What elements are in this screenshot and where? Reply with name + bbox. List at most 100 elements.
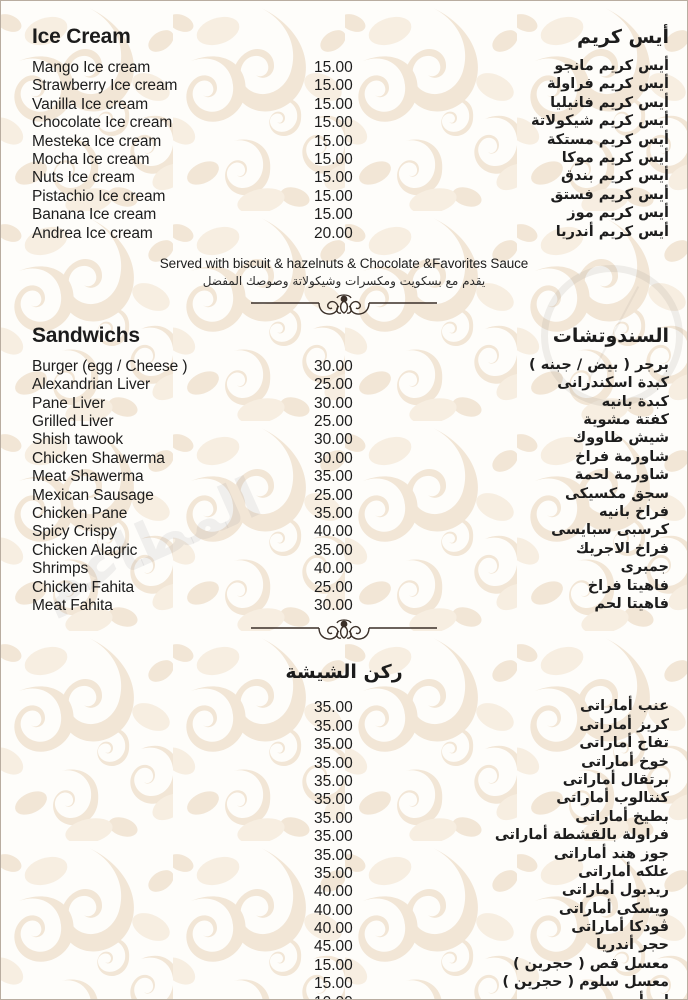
menu-item-name-en: Meat Fahita [32,596,113,614]
menu-item-price: 35.00 [314,717,353,735]
menu-item-row: Spicy Crispy 40.00 كرسبى سبايسى [1,522,687,541]
menu-item-row: Grilled Liver 25.00 كفتة مشوية [1,412,687,431]
flourish-icon [251,294,437,315]
menu-item-price: 45.00 [314,938,353,956]
menu-item-name-ar: أيس كريم شيكولاتة [530,113,669,130]
item-list-ice-cream: Mango Ice cream 15.00 أيس كريم مانجو Strawb… [1,58,687,243]
menu-item-name-ar: أيس كريم فانيليا [550,94,669,111]
menu-item-row: Chicken Alagric 35.00 فراخ الاجريك [1,541,687,560]
menu-item-name-en: Nuts Ice cream [32,169,135,187]
menu-item-name-en: Vanilla Ice cream [32,95,149,113]
menu-item-name-ar: جمبرى [620,559,669,576]
menu-item-row: 40.00 ويسكى أماراتى [1,900,687,920]
menu-item-row: 35.00 كريز أماراتى [1,717,687,736]
menu-item-name-ar: لى أيس [613,993,669,999]
menu-item-row: 40.00 ريدبول أماراتى [1,882,687,901]
menu-item-row: Pane Liver 30.00 كبدة بانيه [1,394,687,413]
section-ice-cream: Ice Cream أيس كريم Mango Ice cream 15.00 أ… [1,1,687,320]
menu-item-price: 15.00 [314,206,353,224]
ice-cream-note-ar: يقدم مع بسكويت ومكسرات وشيكولاتة وصوصك ا… [202,273,486,288]
ornament-divider-1 [1,290,687,320]
menu-item-name-en: Mango Ice cream [32,59,151,76]
menu-item-name-ar: حجر أندريا [596,937,669,954]
menu-item-name-en: Banana Ice cream [32,206,157,224]
menu-item-price: 25.00 [314,413,353,431]
menu-item-price: 40.00 [314,883,353,901]
menu-item-price: 40.00 [314,523,353,541]
menu-item-name-en: Mexican Sausage [32,486,154,504]
menu-item-row: 35.00 عنب أماراتى [1,698,687,717]
menu-item-row: Nuts Ice cream 15.00 أيس كريم بندق [1,168,687,187]
menu-item-price: 40.00 [314,920,353,938]
menu-item-name-en: Spicy Crispy [32,523,117,541]
menu-item-price: 15.00 [314,187,353,205]
menu-item-name-ar: فاهيتا لحم [594,595,669,612]
menu-item-name-ar: برجر ( بيض / جبنه ) [529,356,669,373]
menu-item-name-ar: شيش طاووك [572,430,669,447]
menu-item-name-en: Pistachio Ice cream [32,187,166,205]
menu-item-price: 25.00 [314,578,353,596]
menu-item-name-ar: عنب أماراتى [579,698,669,715]
menu-item-row: Shish tawook 30.00 شيش طاووك [1,430,687,449]
menu-item-name-ar: ريدبول أماراتى [561,882,669,899]
menu-item-name-ar: أيس كريم فراولة [546,76,669,93]
menu-item-price: 35.00 [314,864,353,882]
menu-item-name-ar: ويسكى أماراتى [558,900,669,917]
menu-item-name-en: Chicken Fahita [32,578,134,596]
menu-item-name-ar: كنتالوب أماراتى [556,790,669,807]
menu-item-name-en: Chicken Pane [32,505,128,523]
menu-item-row: 15.00 معسل قص ( حجرين ) [1,956,687,975]
menu-item-price: 30.00 [314,394,353,412]
menu-item-name-ar: سجق مكسيكى [564,485,669,502]
item-list-sandwichs: Burger (egg / Cheese ) 30.00 برجر ( بيض / … [1,356,687,615]
menu-item-row: Chicken Shawerma 30.00 شاورمة فراخ [1,449,687,468]
menu-item-row: 35.00 علكه أماراتى [1,863,687,883]
menu-item-name-ar: جوز هند أماراتى [553,845,669,862]
menu-item-price: 40.00 [314,901,353,919]
menu-item-row: Banana Ice cream 15.00 أيس كريم موز [1,205,687,224]
menu-item-price: 30.00 [314,357,353,375]
menu-item-name-ar: علكه أماراتى [578,863,669,880]
menu-item-row: Alexandrian Liver 25.00 كبدة اسكندرانى [1,375,687,394]
menu-item-row: Pistachio Ice cream 15.00 أيس كريم فستق [1,186,687,206]
menu-item-name-en: Pane Liver [32,394,106,412]
menu-item-row: Mango Ice cream 15.00 أيس كريم مانجو [1,58,687,77]
section-sandwichs: Sandwichs السندوتشات Burger (egg / Chees… [1,320,687,645]
menu-item-name-en: Shish tawook [32,431,123,449]
ornament-divider-2 [1,615,687,645]
menu-item-row: Meat Fahita 30.00 فاهيتا لحم [1,595,687,615]
menu-item-name-ar: أيس كريم مستكة [546,131,669,148]
menu-item-name-en: Shrimps [32,560,89,578]
menu-item-price: 15.00 [314,95,353,113]
menu-item-price: 30.00 [314,596,353,614]
menu-item-name-ar: معسل سلوم ( حجرين ) [502,974,669,991]
menu-item-price: 35.00 [314,699,353,717]
menu-item-price: 15.00 [314,59,353,76]
menu-item-name-en: Chicken Shawerma [32,449,165,467]
menu-item-name-ar: كفتة مشوية [583,412,669,429]
section-title-ar: السندوتشات [552,324,669,347]
menu-item-price: 35.00 [314,468,353,486]
menu-item-row: 35.00 تفاح أماراتى [1,735,687,754]
menu-item-name-ar: ڤودكا أماراتى [571,919,669,936]
menu-item-row: Chocolate Ice cream 15.00 أيس كريم شيكولات… [1,113,687,132]
ice-cream-note-en: Served with biscuit & hazelnuts & Chocol… [159,255,529,271]
menu-item-name-en: Andrea Ice cream [32,224,153,242]
menu-item-name-ar: أيس كريم أندريا [555,223,669,240]
menu-item-name-ar: خوخ أماراتى [581,753,669,770]
menu-item-row: Mocha Ice cream 15.00 أيس كريم موكا [1,149,687,169]
menu-item-row: 35.00 خوخ أماراتى [1,753,687,773]
menu-item-name-ar: أيس كريم فستق [550,186,669,203]
menu-item-name-ar: أيس كريم موكا [561,149,669,166]
menu-item-row: 45.00 حجر أندريا [1,937,687,956]
circular-watermark [541,265,683,407]
menu-item-row: Shrimps 40.00 جمبرى [1,559,687,578]
section-shisha: ركن الشيشة 35.00 عنب أماراتى 35.00 كريز أما… [1,661,687,999]
menu-item-name-en: Mesteka Ice cream [32,132,162,150]
menu-item-name-ar: تفاح أماراتى [579,735,669,752]
section-title-en: Sandwichs [32,323,140,347]
section-title-shisha: ركن الشيشة [285,661,403,684]
menu-item-row: Chicken Pane 35.00 فراخ بانيه [1,504,687,523]
menu-item-row: Vanilla Ice cream 15.00 أيس كريم فانيليا [1,94,687,114]
